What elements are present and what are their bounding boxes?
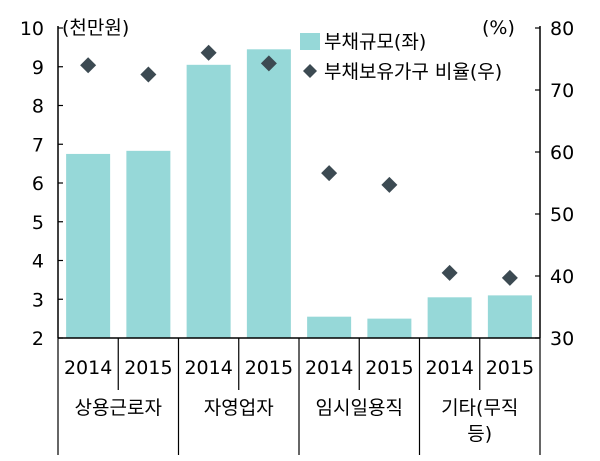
- data-point: [140, 66, 157, 83]
- bar: [367, 318, 412, 338]
- bar: [246, 49, 291, 338]
- legend: 부채규모(좌) 부채보유가구 비율(우): [300, 31, 502, 83]
- bar: [307, 316, 352, 338]
- category-labels: 2014 2015 2014 2015 2014 2015 2014 2015 상용근로자 자영업…: [57, 338, 541, 455]
- bar: [427, 297, 472, 338]
- right-tick-label: 80: [550, 18, 574, 40]
- right-axis-unit: (%): [482, 17, 515, 39]
- group-label: 임시일용직: [316, 397, 403, 419]
- bar: [186, 64, 231, 338]
- debt-holding-ratio-points: [80, 44, 518, 286]
- year-label: 2015: [124, 357, 172, 379]
- legend-label-debt-ratio: 부채보유가구 비율(우): [324, 61, 502, 83]
- left-tick-label: 9: [32, 57, 44, 79]
- left-axis-unit: (천만원): [62, 17, 129, 39]
- left-tick-label: 10: [20, 18, 44, 40]
- year-label: 2014: [305, 357, 353, 379]
- left-tick-label: 4: [32, 251, 44, 273]
- data-point: [441, 264, 458, 281]
- bar: [487, 295, 532, 338]
- year-label: 2015: [486, 357, 534, 379]
- legend-swatch-debt-size: [300, 33, 320, 50]
- debt-size-bars: [66, 49, 532, 338]
- data-point: [200, 44, 217, 61]
- data-point: [381, 176, 398, 193]
- left-tick-label: 6: [32, 173, 44, 195]
- data-point: [321, 165, 338, 182]
- data-point: [501, 269, 518, 286]
- bar: [126, 150, 171, 338]
- left-tick-label: 2: [32, 328, 44, 350]
- left-tick-label: 7: [32, 134, 44, 156]
- group-label: 자영업자: [204, 397, 274, 419]
- group-label: 등): [467, 423, 492, 445]
- group-label: 상용근로자: [75, 397, 162, 419]
- legend-label-debt-size: 부채규모(좌): [324, 31, 426, 53]
- bar: [66, 153, 111, 338]
- right-tick-label: 30: [550, 328, 574, 350]
- year-label: 2014: [184, 357, 232, 379]
- left-tick-label: 3: [32, 289, 44, 311]
- legend-marker-debt-ratio: [303, 64, 317, 78]
- group-label: 기타(무직: [441, 397, 518, 419]
- right-tick-label: 40: [550, 266, 574, 288]
- year-label: 2015: [245, 357, 293, 379]
- year-label: 2014: [64, 357, 112, 379]
- left-tick-label: 5: [32, 212, 44, 234]
- data-point: [260, 55, 277, 72]
- left-tick-label: 8: [32, 96, 44, 118]
- year-label: 2015: [365, 357, 413, 379]
- right-tick-label: 50: [550, 204, 574, 226]
- data-point: [80, 57, 97, 74]
- year-label: 2014: [425, 357, 473, 379]
- right-tick-label: 70: [550, 80, 574, 102]
- axes: 2 3 4 5 6 7 8 9 10 30 40 50 60 70 80: [20, 18, 574, 350]
- right-tick-label: 60: [550, 142, 574, 164]
